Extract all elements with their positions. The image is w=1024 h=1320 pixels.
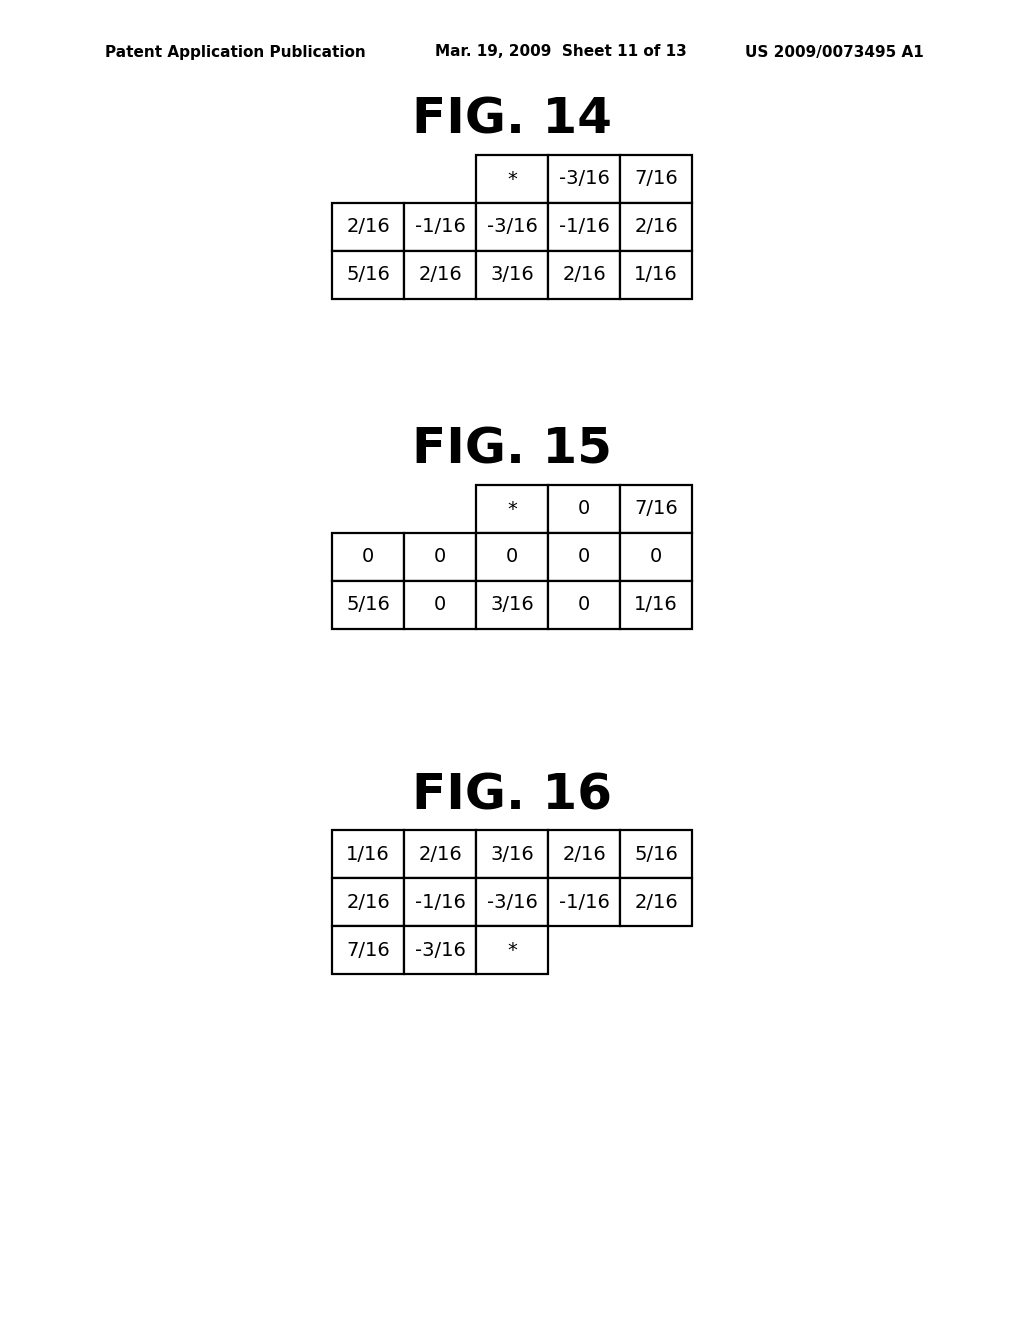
Bar (620, 533, 692, 581)
Text: -1/16: -1/16 (415, 892, 466, 912)
Text: Patent Application Publication: Patent Application Publication (105, 45, 366, 59)
Text: -3/16: -3/16 (415, 941, 466, 960)
Text: 3/16: 3/16 (490, 845, 534, 863)
Bar (476, 581, 548, 630)
Text: 5/16: 5/16 (346, 595, 390, 615)
Text: Mar. 19, 2009  Sheet 11 of 13: Mar. 19, 2009 Sheet 11 of 13 (435, 45, 687, 59)
Bar (548, 251, 620, 300)
Bar (548, 533, 620, 581)
Text: 0: 0 (434, 595, 446, 615)
Text: 0: 0 (578, 499, 590, 519)
Text: 7/16: 7/16 (634, 169, 678, 189)
Text: 0: 0 (361, 548, 374, 566)
Bar (476, 927, 548, 974)
Text: 1/16: 1/16 (634, 595, 678, 615)
Bar (332, 927, 404, 974)
Text: 2/16: 2/16 (346, 218, 390, 236)
Bar (332, 878, 404, 927)
Text: -1/16: -1/16 (558, 218, 609, 236)
Text: US 2009/0073495 A1: US 2009/0073495 A1 (745, 45, 924, 59)
Bar (404, 927, 476, 974)
Text: -1/16: -1/16 (415, 218, 466, 236)
Bar (476, 203, 548, 251)
Text: -3/16: -3/16 (486, 218, 538, 236)
Bar (620, 878, 692, 927)
Text: 7/16: 7/16 (346, 941, 390, 960)
Text: 5/16: 5/16 (634, 845, 678, 863)
Text: *: * (507, 169, 517, 189)
Text: 2/16: 2/16 (418, 265, 462, 285)
Text: 2/16: 2/16 (346, 892, 390, 912)
Bar (332, 830, 404, 878)
Text: 3/16: 3/16 (490, 265, 534, 285)
Bar (404, 533, 476, 581)
Text: 0: 0 (434, 548, 446, 566)
Bar (548, 484, 620, 533)
Bar (548, 581, 620, 630)
Bar (476, 878, 548, 927)
Bar (404, 203, 476, 251)
Text: 2/16: 2/16 (634, 892, 678, 912)
Bar (620, 154, 692, 203)
Text: 0: 0 (650, 548, 663, 566)
Bar (404, 878, 476, 927)
Text: *: * (507, 499, 517, 519)
Bar (332, 203, 404, 251)
Text: 1/16: 1/16 (634, 265, 678, 285)
Bar (332, 533, 404, 581)
Bar (476, 533, 548, 581)
Text: 3/16: 3/16 (490, 595, 534, 615)
Bar (476, 830, 548, 878)
Bar (548, 154, 620, 203)
Bar (620, 203, 692, 251)
Text: FIG. 14: FIG. 14 (412, 96, 612, 144)
Text: 2/16: 2/16 (418, 845, 462, 863)
Bar (548, 830, 620, 878)
Bar (404, 830, 476, 878)
Text: 0: 0 (506, 548, 518, 566)
Bar (332, 581, 404, 630)
Text: -3/16: -3/16 (558, 169, 609, 189)
Bar (476, 484, 548, 533)
Bar (476, 154, 548, 203)
Text: 0: 0 (578, 548, 590, 566)
Bar (620, 484, 692, 533)
Text: 1/16: 1/16 (346, 845, 390, 863)
Text: 7/16: 7/16 (634, 499, 678, 519)
Text: -1/16: -1/16 (558, 892, 609, 912)
Text: *: * (507, 941, 517, 960)
Bar (404, 251, 476, 300)
Text: -3/16: -3/16 (486, 892, 538, 912)
Bar (620, 581, 692, 630)
Text: FIG. 15: FIG. 15 (412, 426, 612, 474)
Text: 5/16: 5/16 (346, 265, 390, 285)
Text: 2/16: 2/16 (562, 265, 606, 285)
Bar (332, 251, 404, 300)
Bar (548, 203, 620, 251)
Bar (548, 878, 620, 927)
Bar (620, 830, 692, 878)
Text: 2/16: 2/16 (562, 845, 606, 863)
Bar (404, 581, 476, 630)
Bar (620, 251, 692, 300)
Bar (476, 251, 548, 300)
Text: 0: 0 (578, 595, 590, 615)
Text: FIG. 16: FIG. 16 (412, 771, 612, 818)
Text: 2/16: 2/16 (634, 218, 678, 236)
